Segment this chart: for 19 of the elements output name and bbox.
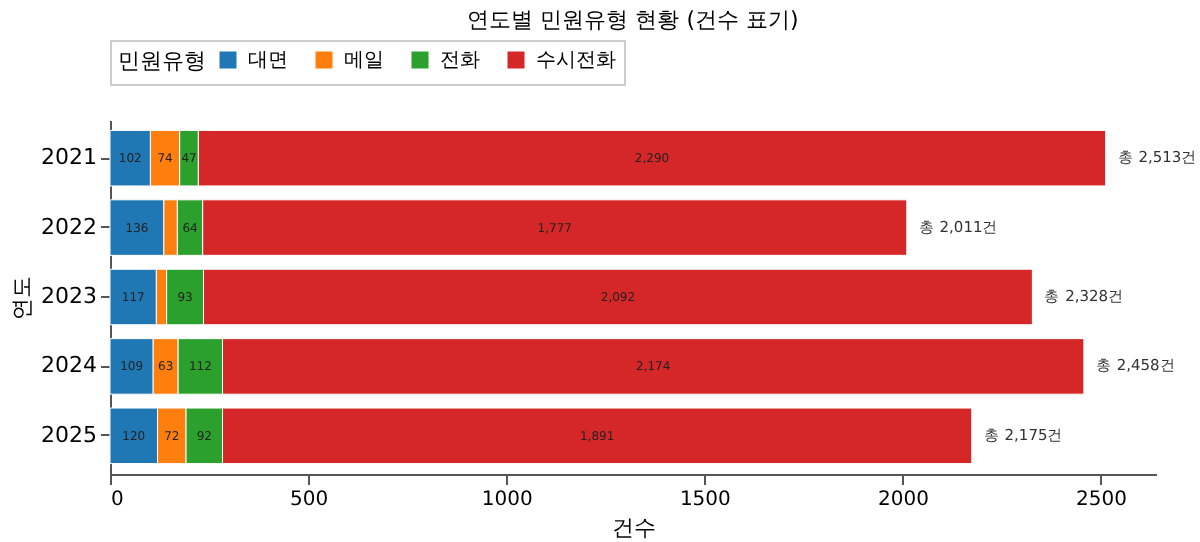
x-tick-label: 1500 bbox=[679, 489, 731, 511]
y-tick-label: 2024 bbox=[41, 352, 97, 379]
x-tick-label: 2000 bbox=[877, 489, 929, 511]
y-axis-title: 연도 bbox=[9, 276, 36, 320]
y-tick-label: 2022 bbox=[41, 213, 97, 240]
x-tick-label: 500 bbox=[290, 489, 329, 511]
y-tick-label: 2025 bbox=[41, 421, 97, 448]
y-tick-label: 2023 bbox=[41, 283, 97, 309]
x-tick-label: 1000 bbox=[481, 489, 533, 511]
legend-label: 대면 bbox=[248, 50, 288, 72]
legend-label: 메일 bbox=[344, 50, 384, 72]
x-tick-label: 2500 bbox=[1076, 489, 1127, 511]
x-axis-title: 건수 bbox=[612, 515, 656, 541]
y-tick-label: 2021 bbox=[41, 144, 97, 171]
legend-title: 민원유형 bbox=[118, 48, 206, 74]
chart-title: 연도별 민원유형 현황 (건수 표기) bbox=[467, 7, 799, 33]
legend-label: 수시전화 bbox=[536, 50, 616, 72]
x-tick-label: 0 bbox=[111, 489, 124, 511]
legend-label: 전화 bbox=[440, 50, 480, 72]
